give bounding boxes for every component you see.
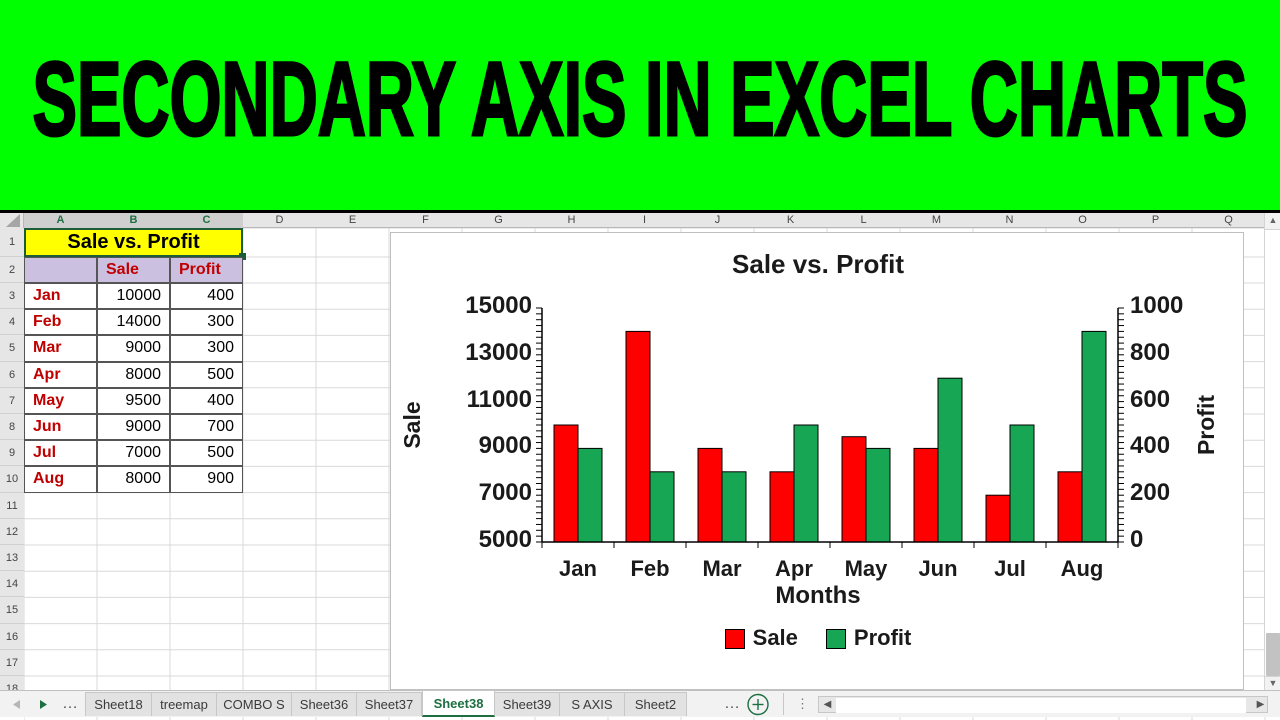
svg-text:Profit: Profit (1193, 395, 1219, 455)
svg-text:SECONDARY AXIS IN EXCEL CHARTS: SECONDARY AXIS IN EXCEL CHARTS (33, 41, 1248, 158)
svg-text:Sale: Sale (399, 401, 425, 448)
